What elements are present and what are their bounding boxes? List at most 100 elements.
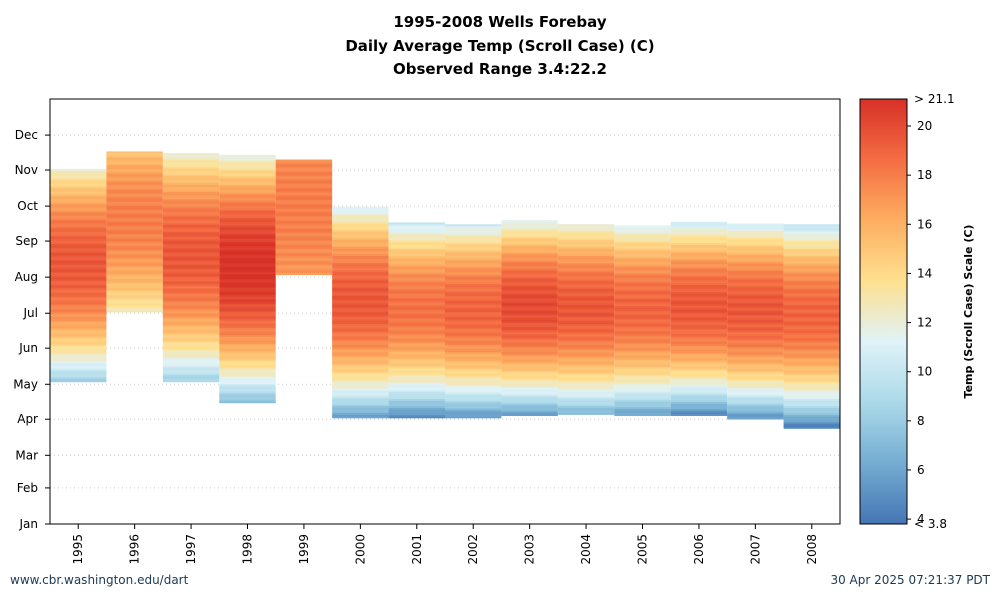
heatmap-cell [388,243,445,246]
heatmap-cell [557,290,615,293]
heatmap-cell [727,337,784,340]
heatmap-cell [445,290,502,293]
heatmap-cell [162,250,220,253]
heatmap-cell [332,316,389,319]
heatmap-cell [50,223,107,226]
heatmap-cell [162,348,220,351]
heatmap-cell [727,316,784,319]
heatmap-cell [614,255,671,258]
heatmap-cell [106,221,163,224]
heatmap-cell [670,232,728,235]
heatmap-cell [445,246,502,249]
heatmap-cell [275,177,333,180]
heatmap-cell [557,337,615,340]
heatmap-cell [614,368,671,371]
heatmap-cell [275,257,333,260]
heatmap-cell [388,365,445,368]
heatmap-cell [275,245,333,248]
x-tick-label: 2001 [410,534,424,565]
heatmap-cell [219,154,276,157]
heatmap-cell [388,402,445,405]
heatmap-cell [727,384,784,387]
heatmap-cell [445,250,502,253]
heatmap-cell [445,308,502,311]
heatmap-cell [783,404,840,407]
heatmap-cell [332,225,389,228]
heatmap-cell [445,330,502,333]
heatmap-cell [332,246,389,249]
heatmap-cell [219,209,276,212]
heatmap-cell [445,253,502,256]
heatmap-cell [332,264,389,267]
y-tick-label: Feb [17,481,38,495]
heatmap-cell [50,329,107,332]
heatmap-cell [162,249,220,252]
heatmap-cell [727,331,784,334]
heatmap-cell [162,374,220,378]
heatmap-cell [275,239,333,242]
heatmap-cell [219,259,276,262]
heatmap-cell [557,304,615,307]
heatmap-cell [501,242,558,245]
heatmap-cell [219,203,276,206]
heatmap-cell [219,312,276,315]
heatmap-cell [670,359,728,362]
heatmap-cell [106,202,163,205]
heatmap-cell [501,295,558,298]
heatmap-cell [106,179,163,182]
heatmap-cell [557,325,615,328]
heatmap-cell [388,353,445,356]
heatmap-cell [670,307,728,310]
heatmap-cell [50,334,107,337]
heatmap-cell [614,256,671,259]
heatmap-cell [388,297,445,300]
heatmap-cell [388,344,445,347]
heatmap-cell [445,224,502,227]
heatmap-cell [332,369,389,372]
heatmap-cell [332,299,389,302]
heatmap-cell [332,351,389,354]
heatmap-cell [445,325,502,328]
heatmap-cell [275,225,333,228]
heatmap-cell [219,205,276,208]
heatmap-cell [162,259,220,262]
heatmap-cell [332,241,389,244]
heatmap-cell [501,253,558,256]
heatmap-cell [332,339,389,342]
heatmap-cell [50,254,107,257]
heatmap-cell [727,356,784,359]
heatmap-cell [670,300,728,303]
heatmap-cell [219,219,276,222]
heatmap-cell [783,276,840,279]
heatmap-cell [50,322,107,325]
heatmap-cell [557,316,615,319]
heatmap-cell [614,321,671,324]
heatmap-cell [50,284,107,287]
heatmap-cell [219,250,276,253]
heatmap-cell [783,388,840,391]
heatmap-cell [501,314,558,317]
heatmap-cell [557,294,615,297]
heatmap-cell [614,277,671,280]
heatmap-cell [501,337,558,340]
heatmap-cell [557,295,615,298]
heatmap-cell [106,235,163,238]
heatmap-cell [727,405,784,408]
heatmap-cell [332,325,389,328]
heatmap-cell [388,236,445,239]
heatmap-cell [670,286,728,289]
heatmap-cell [670,370,728,373]
footer-source-link[interactable]: www.cbr.washington.edu/dart [10,573,189,587]
heatmap-cell [332,266,389,269]
heatmap-cell [50,188,107,191]
heatmap-cell [501,399,558,403]
heatmap-cell [445,381,502,384]
heatmap-cell [162,193,220,196]
heatmap-cell [557,229,615,232]
heatmap-cell [445,377,502,380]
heatmap-cell [727,387,784,390]
heatmap-cell [727,354,784,357]
heatmap-cell [727,260,784,263]
heatmap-cell [670,412,728,415]
heatmap-cell [162,369,220,372]
